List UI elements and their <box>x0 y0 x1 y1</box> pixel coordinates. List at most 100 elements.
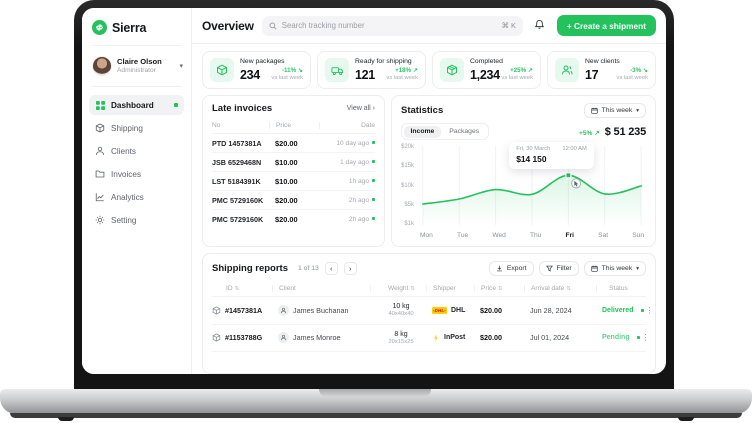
client-avatar-icon <box>278 304 289 316</box>
stat-card-ready-for-shipping: Ready for shipping 121 +18% ↗ vs last we… <box>317 51 426 89</box>
invoice-row[interactable]: PMC 5729160K $20.00 2h ago <box>212 191 375 210</box>
create-shipment-button[interactable]: + Create a shipment <box>556 15 656 36</box>
trend-down-icon: ↘ <box>297 67 303 74</box>
status-dot <box>640 308 644 312</box>
stat-title: Completed <box>470 58 503 65</box>
calendar-icon <box>590 107 598 114</box>
dashboard-app: Sierra Claire Olson Administrator ▾ <box>82 8 666 374</box>
shipment-id: #1153788G <box>225 333 263 343</box>
shipper-name: InPost <box>444 334 466 342</box>
filter-icon <box>545 265 553 272</box>
user-profile[interactable]: Claire Olson Administrator ▾ <box>82 46 191 86</box>
stat-value: 1,234 <box>470 67 500 82</box>
page-title: Overview <box>202 18 254 33</box>
search-icon <box>269 17 277 35</box>
statistics-panel: Statistics This week ▾ Income <box>391 95 656 247</box>
dimensions: 20x15x25 <box>388 338 414 345</box>
reports-table-header: ID ⇅ Client Weight ⇅ Shipper Price ⇅ Arriva… <box>212 282 646 297</box>
laptop-foot <box>678 417 694 421</box>
sidebar-item-label: Shipping <box>111 123 143 133</box>
invoice-row[interactable]: JSB 6529468N $10.00 1 day ago <box>212 153 375 172</box>
tooltip-time: 12:00 AM <box>562 146 587 152</box>
stat-note: vs last week <box>271 74 303 81</box>
sort-icon: ⇅ <box>410 285 415 292</box>
income-chart: $20k $15k $10k $5k $1k Fri, 30 M <box>401 142 646 239</box>
reports-range-select[interactable]: This week ▾ <box>583 261 646 276</box>
stat-cards-row: New packages 234 -11% ↘ vs last week <box>202 51 656 89</box>
topbar: Overview ⌘ K + Create a shipment <box>192 8 666 44</box>
filter-button[interactable]: Filter <box>538 261 579 276</box>
stat-card-new-packages: New packages 234 -11% ↘ vs last week <box>202 51 311 89</box>
chevron-down-icon: ▾ <box>636 265 639 272</box>
sort-icon: ⇅ <box>498 285 503 292</box>
price: $20.00 <box>480 333 502 343</box>
tooltip-date: Fri, 30 March <box>516 146 551 152</box>
client-name: James Buchanan <box>293 305 349 315</box>
shipper-name: DHL <box>451 306 466 314</box>
next-page-button[interactable]: › <box>343 262 357 275</box>
row-menu-icon[interactable]: ⋮ <box>641 333 650 343</box>
search-bar[interactable]: ⌘ K <box>261 15 523 36</box>
status-dot <box>372 141 375 145</box>
invoice-row[interactable]: PTD 1457381A $20.00 10 day ago <box>212 134 375 153</box>
search-input[interactable] <box>281 21 497 30</box>
late-invoices-title: Late invoices <box>212 103 273 114</box>
chart-highlight-marker <box>565 172 572 179</box>
sidebar-item-analytics[interactable]: Analytics <box>89 187 184 207</box>
clients-icon <box>95 146 105 156</box>
stat-title: New packages <box>240 58 285 65</box>
statistics-range-select[interactable]: This week ▾ <box>583 103 646 118</box>
stat-card-completed: Completed 1,234 +25% ↗ vs last week <box>432 51 541 89</box>
sidebar-item-dashboard[interactable]: Dashboard <box>89 95 184 115</box>
invoice-row[interactable]: LST 5184391K $10.00 1h ago <box>212 172 375 191</box>
tab-income[interactable]: Income <box>403 125 442 138</box>
main-area: Overview ⌘ K + Create a shipment <box>192 8 666 374</box>
client-name: James Monroe <box>293 333 341 343</box>
notifications-bell-icon[interactable] <box>531 17 549 35</box>
sidebar-item-shipping[interactable]: Shipping <box>89 118 184 138</box>
chevron-down-icon[interactable]: ▾ <box>179 63 183 70</box>
prev-page-button[interactable]: ‹ <box>324 262 338 275</box>
sidebar-item-clients[interactable]: Clients <box>89 141 184 161</box>
laptop-base-edge <box>10 413 742 418</box>
stat-value: 121 <box>355 67 375 82</box>
chart-plot-area: Fri, 30 March 12:00 AM $14 150 Mon Tue <box>418 142 646 239</box>
weight: 10 kg <box>392 303 410 310</box>
package-icon <box>210 58 234 82</box>
arrival-date: Jun 28, 2024 <box>530 305 572 315</box>
export-button[interactable]: Export <box>488 261 534 276</box>
sidebar-item-invoices[interactable]: Invoices <box>89 164 184 184</box>
status-dot <box>372 198 375 202</box>
truck-icon <box>325 58 349 82</box>
brand-logo: Sierra <box>82 8 191 45</box>
stat-title: Ready for shipping <box>355 58 412 65</box>
user-avatar <box>92 56 112 76</box>
stat-note: vs last week <box>501 74 533 81</box>
report-row[interactable]: #1153788G James Monroe 8 kg 20x15x25 <box>212 325 650 353</box>
sort-icon: ⇅ <box>566 285 571 292</box>
tab-packages[interactable]: Packages <box>449 128 480 135</box>
invoice-row[interactable]: PMC 5729160K $20.00 2h ago <box>212 210 375 228</box>
client-avatar-icon <box>278 332 289 344</box>
tooltip-value: $14 150 <box>516 153 547 164</box>
sidebar-item-setting[interactable]: Setting <box>89 210 184 230</box>
view-all-link[interactable]: View all › <box>346 105 375 112</box>
status-badge: Delivered <box>602 306 634 314</box>
late-invoices-panel: Late invoices View all › No Price Date P… <box>202 95 385 247</box>
report-row[interactable]: #1457381A James Buchanan 10 kg 40x40x40 <box>212 297 654 325</box>
stat-trend: -11% ↘ <box>281 67 303 74</box>
shipping-reports-panel: Shipping reports 1 of 13 ‹ › Export <box>202 253 656 374</box>
folder-icon <box>95 169 105 179</box>
stat-title: New clients <box>585 58 620 65</box>
row-menu-icon[interactable]: ⋮ <box>645 305 654 315</box>
weight: 8 kg <box>394 330 408 338</box>
x-axis-labels: Mon Tue Wed Thu Fri Sat Sun <box>420 232 644 239</box>
package-icon <box>212 306 221 315</box>
keyboard-shortcut: ⌘ K <box>501 21 516 30</box>
line-chart-svg[interactable] <box>418 144 646 231</box>
trend-up-icon: ↗ <box>412 67 418 74</box>
divider <box>92 86 181 87</box>
sidebar-item-label: Dashboard <box>111 100 154 110</box>
statistics-title: Statistics <box>401 105 444 116</box>
